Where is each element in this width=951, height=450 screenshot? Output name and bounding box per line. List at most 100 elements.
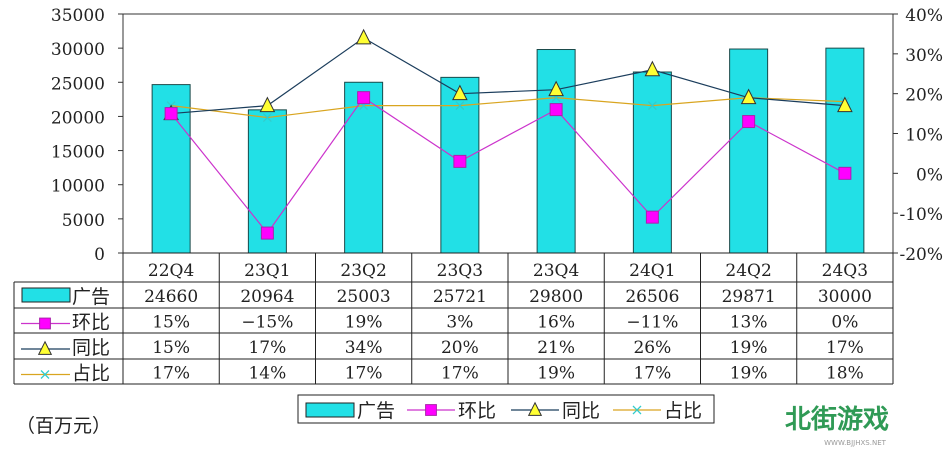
watermark-url: WWW.BJJHXS.NET (824, 439, 887, 447)
table-key-marker-icon (37, 340, 53, 355)
table-cell: 17% (826, 338, 864, 358)
table-cell: 15% (152, 313, 190, 333)
table-cell: 19% (345, 313, 383, 333)
right-axis-tick-label: -10% (899, 205, 943, 225)
right-axis-tick-label: 30% (905, 46, 943, 66)
table-key-marker-icon (40, 370, 50, 379)
category-label: 23Q4 (533, 261, 579, 281)
legend-marker-icon (632, 405, 642, 415)
legend-bar-icon (305, 402, 355, 418)
legend-label: 占比 (664, 400, 702, 422)
point-yoy-23q2 (355, 28, 372, 45)
table-cell: 17% (441, 364, 479, 384)
category-label: 23Q3 (437, 261, 483, 281)
right-axis-tick-label: 0% (916, 165, 943, 185)
point-yoy-23q4 (548, 80, 564, 97)
point-mom-23q1 (260, 226, 274, 240)
table-cell: −11% (626, 313, 678, 333)
series-name: 环比 (72, 312, 110, 334)
table-cell: 34% (345, 338, 383, 358)
left-axis-tick-label: 30000 (51, 40, 105, 60)
table-cell: 19% (537, 364, 575, 384)
series-name: 占比 (72, 363, 110, 385)
table-cell: 25003 (337, 287, 391, 307)
bar-24q2 (729, 48, 769, 254)
point-share-23q1 (262, 113, 272, 123)
table-cell: 26% (633, 338, 671, 358)
series-name: 同比 (72, 337, 110, 359)
table-cell: 29871 (722, 287, 776, 307)
table-cell: 26506 (625, 287, 679, 307)
table-cell: 14% (248, 364, 286, 384)
table-cell: 18% (826, 364, 864, 384)
point-mom-22q4 (164, 107, 178, 121)
point-yoy-23q3 (452, 84, 468, 101)
point-mom-24q2 (742, 115, 756, 129)
bar-23q4 (536, 49, 576, 254)
category-label: 23Q2 (340, 261, 386, 281)
table-cell: 17% (248, 338, 286, 358)
left-axis-tick-label: 5000 (62, 211, 105, 231)
left-axis-tick-label: 0 (94, 245, 105, 265)
point-mom-23q2 (357, 91, 371, 105)
table-cell: −15% (241, 313, 293, 333)
legend-label: 同比 (562, 400, 600, 422)
legend-label: 广告 (357, 400, 395, 422)
point-share-24q1 (647, 101, 657, 111)
category-label: 24Q2 (725, 261, 771, 281)
category-label: 24Q3 (822, 261, 868, 281)
table-cell: 20% (441, 338, 479, 358)
table-cell: 3% (446, 313, 473, 333)
table-cell: 17% (633, 364, 671, 384)
right-axis-tick-label: -20% (899, 245, 943, 265)
table-cell: 17% (345, 364, 383, 384)
table-cell: 29800 (529, 287, 583, 307)
table-cell: 0% (831, 313, 858, 333)
left-axis-tick-label: 35000 (51, 6, 105, 26)
point-mom-23q4 (549, 103, 563, 117)
table-cell: 21% (537, 338, 575, 358)
point-mom-23q3 (453, 154, 467, 168)
point-share-23q3 (455, 101, 465, 111)
point-mom-24q3 (838, 166, 852, 180)
category-label: 23Q1 (244, 261, 290, 281)
legend-marker-icon (425, 404, 437, 416)
right-axis-tick-label: 40% (905, 6, 943, 26)
table-cell: 20964 (240, 287, 294, 307)
table-cell: 15% (152, 338, 190, 358)
table-key-marker-icon (39, 317, 51, 330)
table-cell: 25721 (433, 287, 487, 307)
right-axis-tick-label: 10% (905, 126, 943, 146)
unit-label: （百万元） (16, 415, 111, 437)
line-yoy (171, 37, 845, 115)
line-share (171, 97, 845, 119)
series-name: 广告 (72, 286, 110, 308)
bar-24q3 (825, 47, 865, 254)
watermark-logo: 北街游戏 (785, 405, 889, 435)
table-cell: 13% (730, 313, 768, 333)
table-cell: 17% (152, 364, 190, 384)
plot-area (122, 13, 894, 254)
line-mom (170, 96, 846, 235)
left-axis-tick-label: 10000 (51, 177, 105, 197)
table-cell: 30000 (818, 287, 872, 307)
bar-23q2 (344, 81, 384, 254)
table-cell: 16% (537, 313, 575, 333)
point-yoy-23q1 (259, 96, 276, 113)
right-axis-tick-label: 20% (905, 86, 943, 106)
left-axis-tick-label: 15000 (51, 143, 105, 163)
point-yoy-24q3 (837, 96, 853, 113)
point-yoy-24q1 (644, 60, 661, 77)
category-label: 24Q1 (629, 261, 675, 281)
table-cell: 24660 (144, 287, 198, 307)
legend (297, 394, 715, 424)
category-label: 22Q4 (148, 261, 194, 281)
legend-label: 环比 (458, 400, 496, 422)
point-yoy-24q2 (740, 88, 757, 105)
left-axis-tick-label: 25000 (51, 74, 105, 94)
table-cell: 19% (730, 364, 768, 384)
table-key-bar-icon (21, 287, 71, 303)
left-axis-tick-label: 20000 (51, 108, 105, 128)
table-cell: 19% (730, 338, 768, 358)
legend-marker-icon (527, 401, 543, 416)
